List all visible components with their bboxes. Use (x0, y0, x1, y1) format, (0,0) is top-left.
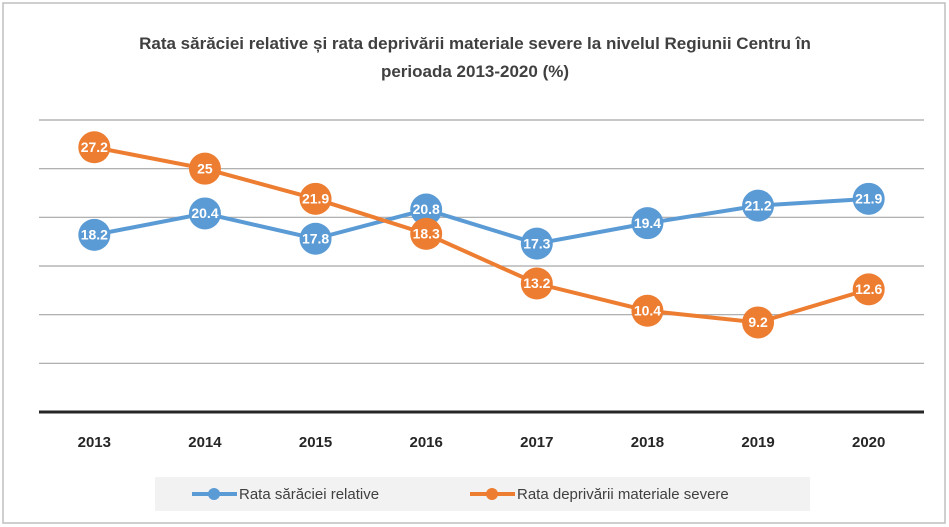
data-point (852, 182, 885, 215)
data-point (78, 218, 111, 251)
legend-marker (486, 488, 498, 500)
data-point (299, 222, 332, 255)
series-line (93, 145, 870, 325)
data-point (631, 207, 664, 240)
data-point (410, 193, 443, 226)
data-point (188, 197, 221, 230)
x-tick-label: 2017 (520, 434, 553, 451)
data-label: 18.2 (81, 227, 108, 243)
data-point (188, 152, 221, 185)
data-label: 18.3 (413, 226, 440, 242)
x-tick-label: 2019 (741, 434, 774, 451)
data-label: 12.6 (855, 281, 882, 297)
series-line (93, 196, 869, 246)
data-label: 19.4 (634, 215, 661, 231)
x-tick-label: 2014 (188, 434, 222, 451)
legend-label: Rata sărăciei relative (239, 486, 379, 503)
data-label: 21.2 (744, 197, 771, 213)
data-point (742, 306, 775, 339)
x-tick-label: 2020 (852, 434, 885, 451)
chart-title: Rata sărăciei relative și rata deprivări… (139, 34, 811, 81)
data-label: 17.8 (302, 230, 329, 246)
data-point (631, 294, 664, 327)
data-point (299, 182, 332, 215)
x-tick-label: 2018 (631, 434, 664, 451)
data-label: 25 (197, 160, 213, 176)
data-label: 9.2 (748, 314, 768, 330)
legend-marker (208, 488, 220, 500)
data-label: 21.9 (302, 191, 329, 207)
x-tick-label: 2015 (299, 434, 332, 451)
data-point (78, 131, 111, 164)
data-label: 20.4 (191, 205, 218, 221)
data-label: 13.2 (523, 275, 550, 291)
x-tick-label: 2016 (410, 434, 443, 451)
data-point (852, 273, 885, 306)
data-point (410, 217, 443, 250)
legend-label: Rata deprivării materiale severe (517, 486, 729, 503)
data-label: 20.8 (413, 201, 440, 217)
data-label: 10.4 (634, 302, 661, 318)
data-point (742, 189, 775, 222)
x-tick-label: 2013 (78, 434, 111, 451)
data-point (520, 227, 553, 260)
data-label: 27.2 (81, 139, 108, 155)
data-label: 21.9 (855, 191, 882, 207)
data-label: 17.3 (523, 235, 550, 251)
data-point (520, 267, 553, 300)
